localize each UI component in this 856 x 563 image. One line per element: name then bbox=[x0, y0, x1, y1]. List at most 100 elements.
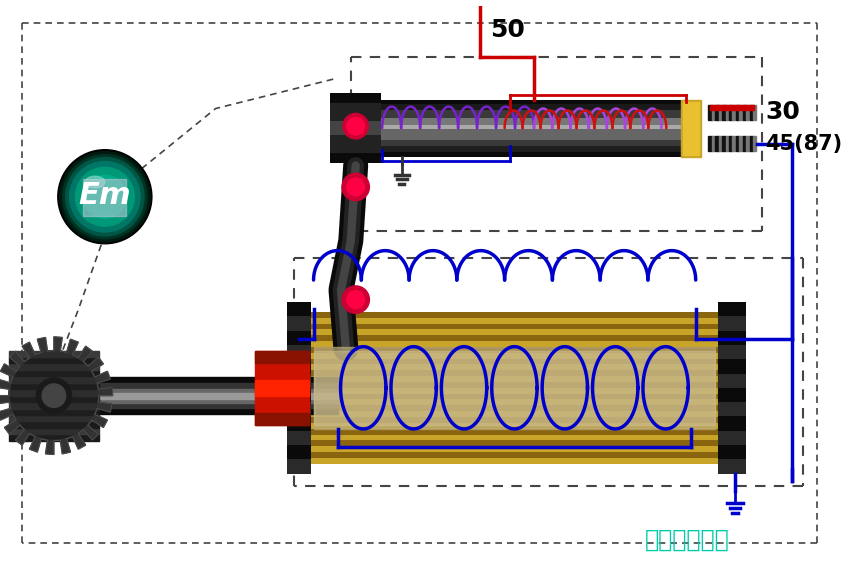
Bar bbox=[309, 394, 720, 400]
Polygon shape bbox=[0, 408, 16, 420]
Bar bbox=[9, 434, 99, 441]
Bar bbox=[309, 423, 720, 428]
Circle shape bbox=[347, 291, 365, 309]
Bar bbox=[20, 377, 338, 414]
Bar bbox=[309, 400, 720, 405]
Bar bbox=[287, 345, 311, 359]
Polygon shape bbox=[92, 408, 107, 427]
Polygon shape bbox=[83, 420, 98, 440]
Bar bbox=[746, 136, 750, 151]
Bar bbox=[309, 452, 720, 458]
Bar bbox=[9, 370, 99, 376]
Bar bbox=[681, 100, 700, 157]
Bar bbox=[709, 136, 712, 151]
Bar bbox=[377, 140, 681, 146]
Polygon shape bbox=[0, 396, 10, 408]
Bar bbox=[309, 359, 720, 364]
Bar bbox=[718, 445, 746, 459]
Bar bbox=[313, 347, 716, 429]
Bar bbox=[255, 351, 309, 363]
Bar bbox=[377, 126, 681, 129]
Bar bbox=[309, 405, 720, 411]
Bar bbox=[736, 136, 740, 151]
Bar bbox=[746, 105, 750, 120]
Bar bbox=[9, 402, 99, 409]
Bar bbox=[9, 389, 99, 396]
Polygon shape bbox=[22, 342, 35, 361]
Bar bbox=[377, 152, 681, 157]
Circle shape bbox=[347, 178, 365, 196]
Polygon shape bbox=[9, 351, 24, 371]
Circle shape bbox=[36, 378, 72, 413]
Bar bbox=[287, 330, 311, 345]
Bar bbox=[377, 118, 681, 126]
Polygon shape bbox=[92, 371, 110, 383]
Bar bbox=[718, 402, 746, 417]
Text: 30: 30 bbox=[765, 100, 800, 124]
Bar bbox=[718, 459, 746, 473]
Bar bbox=[733, 105, 736, 120]
Text: Em: Em bbox=[79, 181, 131, 210]
Bar bbox=[20, 393, 338, 399]
Bar bbox=[377, 152, 681, 157]
Bar bbox=[309, 458, 720, 464]
Bar bbox=[743, 136, 746, 151]
Bar bbox=[718, 345, 746, 359]
Bar bbox=[9, 383, 99, 389]
Bar bbox=[718, 388, 746, 402]
Bar bbox=[750, 136, 753, 151]
Bar bbox=[709, 105, 712, 120]
Bar bbox=[9, 376, 99, 383]
Bar bbox=[377, 104, 681, 110]
Bar bbox=[9, 409, 99, 415]
Circle shape bbox=[60, 151, 150, 242]
Bar bbox=[309, 446, 720, 452]
Bar bbox=[719, 136, 722, 151]
Polygon shape bbox=[97, 396, 112, 412]
Bar bbox=[330, 104, 381, 121]
Bar bbox=[377, 100, 681, 104]
Circle shape bbox=[62, 155, 147, 239]
Polygon shape bbox=[45, 440, 60, 454]
Circle shape bbox=[343, 114, 368, 139]
Bar bbox=[753, 105, 757, 120]
Circle shape bbox=[83, 175, 127, 218]
Bar bbox=[287, 445, 311, 459]
Bar bbox=[718, 359, 746, 373]
Bar bbox=[309, 318, 720, 324]
Polygon shape bbox=[15, 430, 35, 445]
Bar bbox=[740, 105, 743, 120]
Bar bbox=[313, 351, 716, 425]
Bar bbox=[718, 417, 746, 431]
Polygon shape bbox=[60, 339, 78, 355]
Bar bbox=[309, 440, 720, 446]
Bar bbox=[377, 104, 681, 110]
Circle shape bbox=[42, 384, 66, 408]
Bar bbox=[255, 351, 309, 425]
Bar bbox=[9, 415, 99, 422]
Bar bbox=[377, 126, 681, 129]
Bar bbox=[377, 140, 681, 146]
Circle shape bbox=[58, 150, 152, 244]
Polygon shape bbox=[0, 379, 10, 396]
Bar bbox=[722, 105, 726, 120]
Bar bbox=[716, 105, 719, 120]
Bar bbox=[309, 353, 720, 359]
Bar bbox=[733, 136, 736, 151]
Bar bbox=[309, 376, 720, 382]
Bar bbox=[330, 121, 381, 135]
Bar bbox=[309, 324, 720, 329]
Bar bbox=[377, 146, 681, 152]
Polygon shape bbox=[97, 383, 113, 396]
Polygon shape bbox=[83, 357, 104, 371]
Bar bbox=[377, 129, 681, 140]
Bar bbox=[718, 316, 746, 330]
Bar bbox=[309, 335, 720, 341]
Bar bbox=[287, 431, 311, 445]
Polygon shape bbox=[60, 437, 73, 454]
Bar bbox=[287, 402, 311, 417]
Bar bbox=[722, 136, 726, 151]
Bar bbox=[718, 431, 746, 445]
Bar bbox=[255, 380, 309, 396]
Bar bbox=[9, 357, 99, 364]
